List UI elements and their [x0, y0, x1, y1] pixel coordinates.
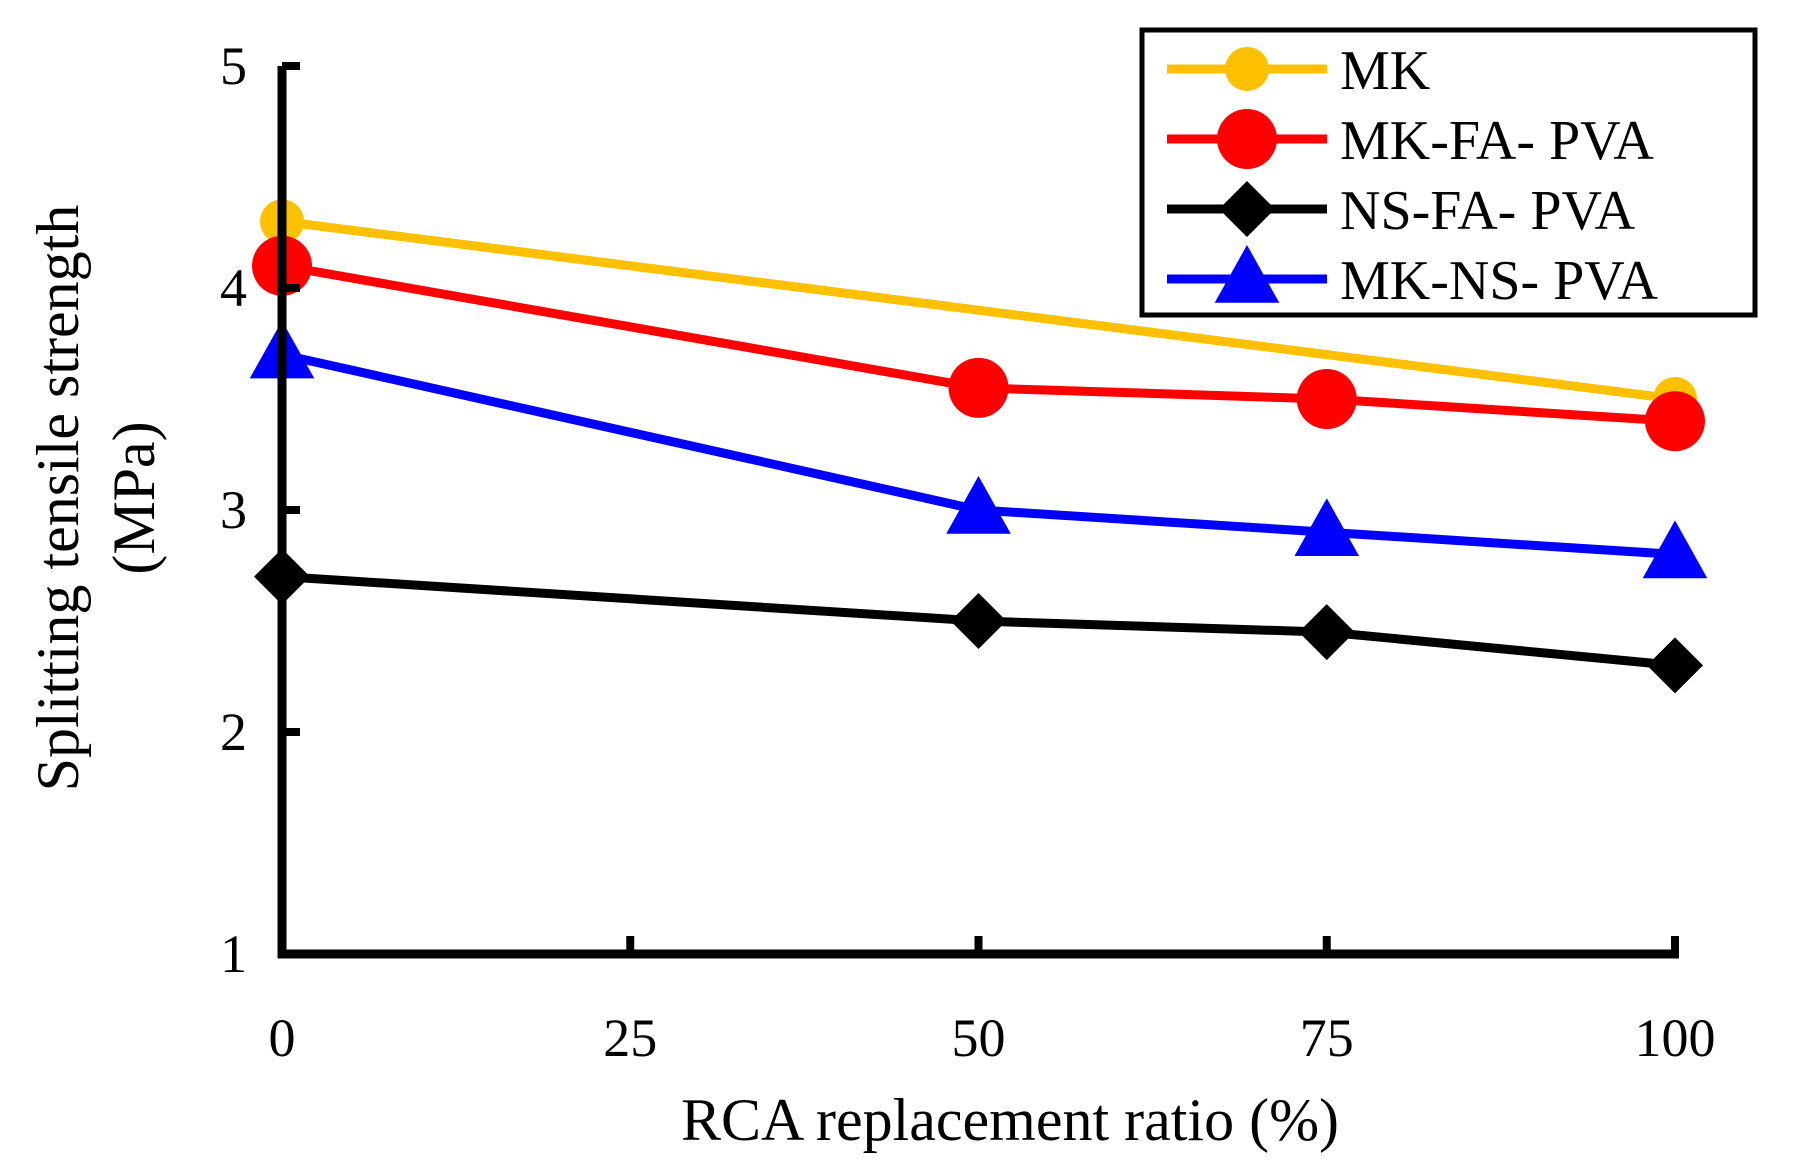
data-point — [1642, 520, 1708, 579]
y-tick-label: 4 — [220, 258, 247, 318]
legend-marker — [1225, 47, 1269, 91]
y-tick-label: 3 — [220, 480, 247, 540]
legend-entry: MK-FA- PVA — [1167, 109, 1654, 172]
legend-entry: MK-NS- PVA — [1167, 245, 1658, 312]
x-tick-label: 75 — [1300, 1008, 1354, 1068]
x-tick-label: 0 — [269, 1008, 296, 1068]
x-tick-label: 25 — [603, 1008, 657, 1068]
legend-label: MK-NS- PVA — [1340, 250, 1658, 312]
data-point — [1294, 498, 1360, 556]
data-point — [1645, 391, 1705, 452]
x-tick-label: 50 — [952, 1008, 1006, 1068]
data-point — [948, 357, 1009, 418]
y-axis-title-line: Splitting tensile strength — [25, 205, 91, 792]
legend-label: MK — [1340, 40, 1430, 102]
legend-label: MK-FA- PVA — [1340, 110, 1654, 172]
y-tick-label: 1 — [220, 924, 247, 984]
y-axis-title: Splitting tensile strength (MPa) — [25, 205, 167, 792]
x-tick-label: 100 — [1635, 1008, 1716, 1068]
data-point — [1296, 369, 1357, 429]
legend-marker — [1217, 109, 1277, 169]
legend-entry: NS-FA- PVA — [1167, 180, 1636, 242]
data-point — [946, 476, 1011, 534]
data-point — [1647, 637, 1703, 694]
data-point — [950, 593, 1007, 649]
y-tick-label: 2 — [220, 702, 247, 762]
series-line — [281, 216, 1676, 404]
series-layer — [249, 199, 1708, 694]
series-ns-fa-pva — [254, 548, 1703, 694]
x-axis-title: RCA replacement ratio (%) — [681, 1087, 1339, 1153]
series-line — [281, 572, 1676, 670]
legend-entry: MK — [1167, 40, 1430, 102]
y-tick-label: 5 — [220, 36, 247, 96]
legend-label: NS-FA- PVA — [1340, 180, 1636, 242]
series-mk-ns-pva — [249, 320, 1708, 579]
series-line — [281, 350, 1676, 559]
data-point — [1298, 604, 1355, 661]
legend-marker — [1219, 181, 1275, 237]
legend: MK MK-FA- PVA NS-FA- PVA MK-NS- PVA — [1139, 27, 1758, 318]
legend-marker — [1214, 245, 1280, 303]
y-axis-title-line: (MPa) — [101, 421, 167, 574]
series-line — [281, 261, 1676, 426]
